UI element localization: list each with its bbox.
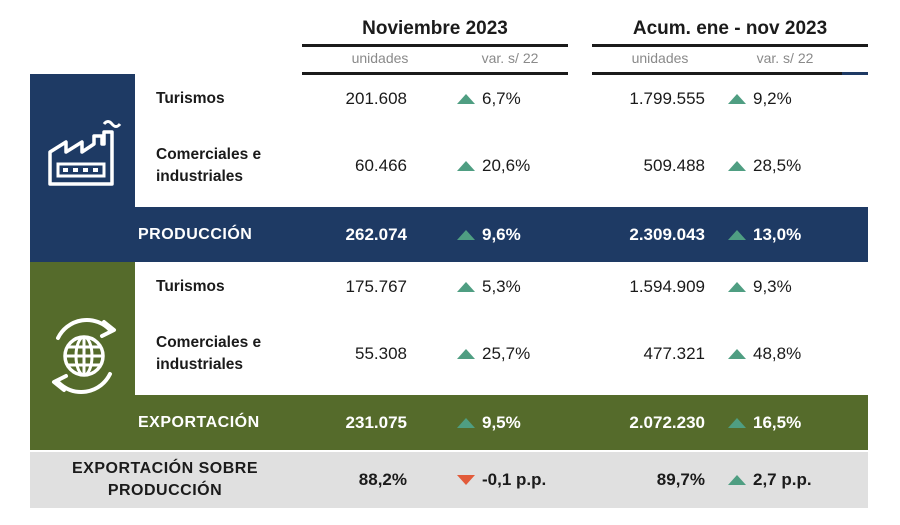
up-arrow-icon [457, 229, 475, 240]
up-arrow-icon [457, 348, 475, 359]
nov-var-value: -0,1 p.p. [482, 470, 547, 489]
nov-var: -0,1 p.p. [457, 452, 577, 508]
up-arrow-icon [457, 94, 475, 104]
column-header-var-accumulated: var. s/ 22 [756, 50, 814, 66]
nov-var-value: 25,7% [482, 343, 531, 363]
production-total-label: PRODUCCIÓN [138, 225, 253, 243]
nov-var-value: 9,6% [482, 224, 521, 244]
header-divider-november [302, 44, 568, 47]
column-header-units-november: unidades [351, 50, 409, 66]
export-row-turismos: Turismos 175.767 5,3% 1.594.909 9,3% [135, 262, 868, 312]
nov-var-value: 9,5% [482, 412, 521, 432]
production-row-comerciales: Comerciales e industriales 60.466 20,6% … [135, 124, 868, 207]
acum-var-value: 13,0% [753, 224, 802, 244]
export-over-production-row: EXPORTACIÓN SOBRE PRODUCCIÓN 88,2% -0,1 … [30, 452, 868, 508]
production-row-turismos: Turismos 201.608 6,7% 1.799.555 9,2% [135, 74, 868, 124]
acum-var: 9,2% [728, 74, 838, 124]
nov-var: 6,7% [457, 74, 567, 124]
column-header-units-accumulated: unidades [631, 50, 689, 66]
production-total-row: PRODUCCIÓN 262.074 9,6% 2.309.043 13,0% [30, 207, 868, 262]
nov-var-value: 20,6% [482, 155, 531, 175]
row-label: Turismos [156, 278, 225, 295]
acum-var: 2,7 p.p. [728, 452, 848, 508]
export-total-row: EXPORTACIÓN 231.075 9,5% 2.072.230 16,5% [30, 395, 868, 450]
acum-var-value: 16,5% [753, 412, 802, 432]
factory-icon [48, 120, 122, 186]
nov-var: 25,7% [457, 312, 567, 395]
acum-units: 89,7% [656, 470, 705, 489]
row-label: Comerciales e industriales [156, 145, 262, 185]
acum-var-value: 9,3% [753, 277, 792, 296]
globe-exchange-icon [52, 318, 116, 394]
acum-var: 13,0% [728, 207, 848, 262]
up-arrow-icon [728, 417, 746, 428]
nov-units: 175.767 [345, 277, 407, 296]
acum-var-value: 2,7 p.p. [753, 470, 812, 489]
up-arrow-icon [728, 94, 746, 104]
acum-var-value: 9,2% [753, 89, 792, 108]
acum-units: 509.488 [643, 155, 705, 175]
nov-var-value: 6,7% [482, 89, 521, 108]
row-label: Turismos [156, 90, 225, 107]
acum-units: 1.799.555 [629, 89, 705, 108]
nov-units: 201.608 [345, 89, 407, 108]
column-header-var-november: var. s/ 22 [481, 50, 539, 66]
nov-units: 60.466 [355, 155, 407, 175]
nov-units: 88,2% [358, 470, 407, 489]
acum-var: 9,3% [728, 262, 838, 312]
up-arrow-icon [457, 160, 475, 171]
acum-units: 2.072.230 [629, 412, 705, 432]
period-accumulated-title: Acum. ene - nov 2023 [632, 18, 828, 39]
nov-var: 20,6% [457, 124, 567, 207]
nov-var: 9,5% [457, 395, 567, 450]
acum-var: 48,8% [728, 312, 838, 395]
down-arrow-icon [457, 475, 475, 485]
up-arrow-icon [728, 229, 746, 240]
up-arrow-icon [728, 475, 746, 485]
nov-var: 5,3% [457, 262, 567, 312]
subheader-divider-accumulated [592, 72, 868, 75]
period-november-title: Noviembre 2023 [362, 18, 508, 39]
subheader-divider-november [302, 72, 568, 75]
nov-var: 9,6% [457, 207, 567, 262]
up-arrow-icon [457, 417, 475, 428]
summary-label: EXPORTACIÓN SOBRE PRODUCCIÓN [72, 460, 258, 499]
nov-units: 262.074 [345, 224, 407, 244]
up-arrow-icon [728, 348, 746, 359]
row-label: Comerciales e industriales [156, 333, 262, 373]
up-arrow-icon [457, 282, 475, 292]
acum-var-value: 28,5% [753, 155, 802, 175]
acum-var: 16,5% [728, 395, 848, 450]
acum-var: 28,5% [728, 124, 838, 207]
export-row-comerciales: Comerciales e industriales 55.308 25,7% … [135, 312, 868, 395]
up-arrow-icon [728, 282, 746, 292]
export-total-label: EXPORTACIÓN [138, 413, 260, 431]
acum-units: 1.594.909 [629, 277, 705, 296]
acum-units: 477.321 [643, 343, 705, 363]
nov-units: 231.075 [345, 412, 407, 432]
up-arrow-icon [728, 160, 746, 171]
nov-var-value: 5,3% [482, 277, 521, 296]
nov-units: 55.308 [355, 343, 407, 363]
header-divider-accumulated [592, 44, 868, 47]
acum-var-value: 48,8% [753, 343, 802, 363]
acum-units: 2.309.043 [629, 224, 705, 244]
